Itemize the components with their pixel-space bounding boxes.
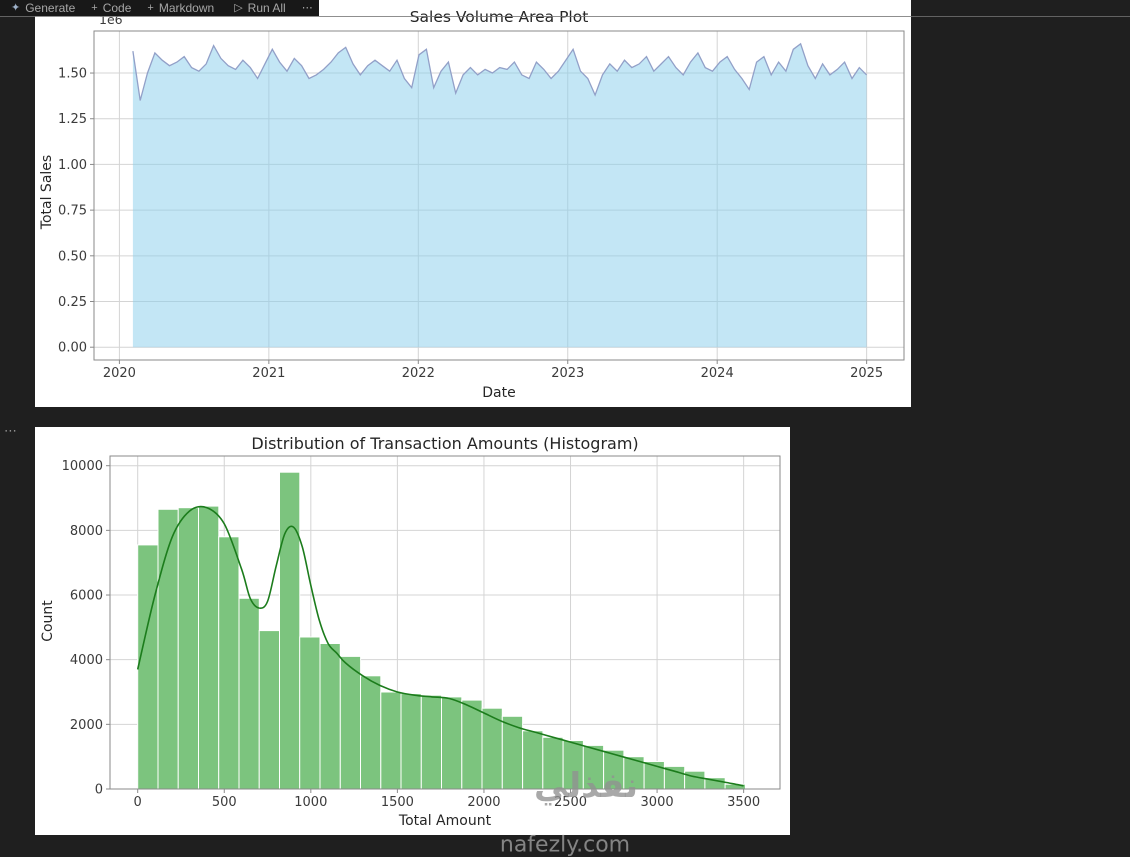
area-chart-title: Sales Volume Area Plot	[409, 8, 589, 26]
histogram-bar	[461, 699, 483, 790]
svg-text:2025: 2025	[850, 366, 883, 381]
histogram-bar	[279, 471, 301, 790]
histogram-bar	[258, 630, 280, 790]
svg-text:1.25: 1.25	[58, 112, 87, 127]
histogram-bar	[238, 597, 260, 790]
histogram-ylabel: Count	[40, 600, 56, 642]
area-fill	[132, 43, 867, 348]
area-line	[132, 42, 868, 101]
svg-text:2020: 2020	[103, 366, 136, 381]
histogram-bar	[177, 507, 199, 790]
svg-text:6000: 6000	[70, 589, 103, 604]
cell-border-line	[0, 16, 1130, 17]
svg-text:1000: 1000	[294, 795, 327, 810]
ellipsis-icon: ⋯	[301, 1, 313, 14]
notebook-toolbar: ✦ Generate + Code + Markdown ▷ Run All ⋯	[0, 0, 319, 16]
generate-label: Generate	[25, 1, 76, 15]
svg-text:0.25: 0.25	[58, 295, 87, 310]
svg-text:1500: 1500	[381, 795, 414, 810]
histogram-bar	[360, 675, 382, 790]
svg-text:2500: 2500	[554, 795, 587, 810]
svg-text:10000: 10000	[62, 459, 103, 474]
play-icon: ▷	[234, 1, 243, 14]
histogram-bar	[380, 691, 402, 790]
histogram-bar	[198, 505, 220, 790]
sales-area-chart-canvas: 2020 2021 2022 2023 2024 2025 0.00 0.25 0.50 0.75…	[58, 30, 905, 381]
svg-text:3500: 3500	[727, 795, 760, 810]
svg-text:2023: 2023	[551, 366, 584, 381]
add-code-button[interactable]: + Code	[83, 0, 139, 16]
svg-text:2000: 2000	[467, 795, 500, 810]
watermark-site: nafezly.com	[499, 832, 631, 857]
add-markdown-button[interactable]: + Markdown	[139, 0, 222, 16]
histogram-chart-canvas: 0 500 1000 1500 2000 2500 3000 3500 0 2000 4000 600…	[62, 455, 781, 810]
add-markdown-label: Markdown	[158, 1, 215, 15]
cell-output-histogram: 0 500 1000 1500 2000 2500 3000 3500 0 2000 4000 600…	[35, 427, 790, 835]
svg-text:2022: 2022	[402, 366, 435, 381]
svg-text:0: 0	[134, 795, 142, 810]
plus-icon: +	[91, 1, 98, 14]
svg-text:0.00: 0.00	[58, 341, 87, 356]
histogram-bar	[441, 696, 463, 790]
histogram-bar	[339, 655, 362, 790]
plus-icon: +	[147, 1, 154, 14]
svg-text:1.50: 1.50	[58, 67, 87, 82]
tick-labels: 2020 2021 2022 2023 2024 2025 0.00 0.25 0.50 0.75…	[58, 67, 883, 381]
svg-text:3000: 3000	[641, 795, 674, 810]
histogram-bar	[684, 770, 706, 790]
histogram-bar	[137, 544, 159, 790]
histogram-bar	[319, 643, 341, 790]
svg-text:2024: 2024	[701, 366, 734, 381]
generate-button[interactable]: ✦ Generate	[3, 0, 83, 16]
svg-text:0.75: 0.75	[58, 204, 87, 219]
cell-output-area-plot: 2020 2021 2022 2023 2024 2025 0.00 0.25 0.50 0.75…	[35, 0, 911, 407]
plot-frame	[93, 30, 905, 361]
svg-text:8000: 8000	[70, 524, 103, 539]
svg-text:0: 0	[95, 783, 103, 798]
histogram-bar	[420, 694, 443, 790]
histogram-bar	[299, 636, 321, 790]
sparkle-icon: ✦	[11, 1, 21, 14]
kde-curve	[136, 505, 744, 787]
run-all-label: Run All	[247, 1, 286, 15]
area-chart-xlabel: Date	[482, 385, 516, 401]
area-chart-ylabel: Total Sales	[39, 154, 55, 230]
svg-text:500: 500	[212, 795, 237, 810]
svg-text:2021: 2021	[252, 366, 285, 381]
svg-text:4000: 4000	[70, 653, 103, 668]
histogram-bar	[218, 536, 240, 790]
cell-actions-ellipsis[interactable]: ⋯	[4, 424, 18, 439]
svg-text:2000: 2000	[70, 718, 103, 733]
run-all-button[interactable]: ▷ Run All	[226, 0, 294, 16]
toolbar-more-button[interactable]: ⋯	[294, 0, 321, 16]
add-code-label: Code	[102, 1, 132, 15]
svg-text:0.50: 0.50	[58, 249, 87, 264]
watermark-arabic: نفذلي	[533, 766, 639, 806]
histogram-bar	[157, 508, 179, 790]
plot-frame	[109, 455, 781, 790]
tick-labels: 0 500 1000 1500 2000 2500 3000 3500 0 2000 4000 600…	[62, 459, 761, 810]
histogram-xlabel: Total Amount	[398, 813, 492, 829]
histogram-bar	[400, 693, 422, 790]
histogram-title: Distribution of Transaction Amounts (His…	[251, 434, 639, 453]
svg-text:1.00: 1.00	[58, 158, 87, 173]
